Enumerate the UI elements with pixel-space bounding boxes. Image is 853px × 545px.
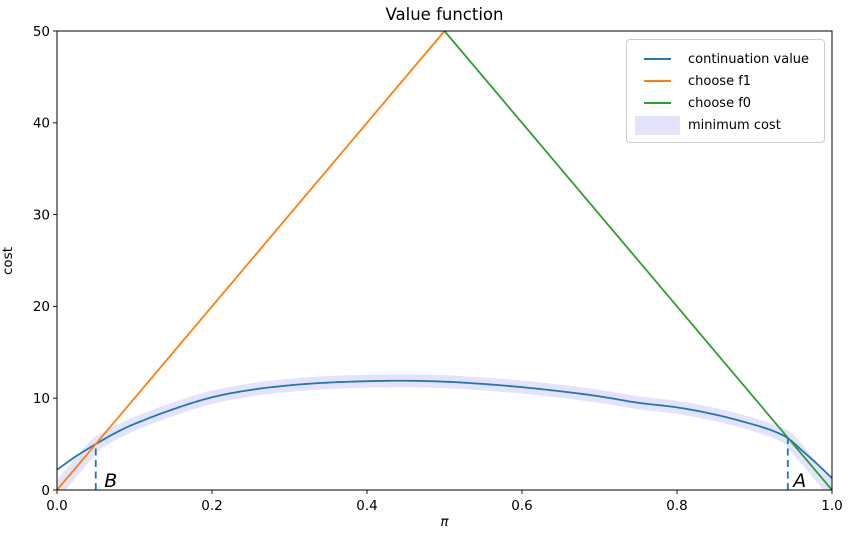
legend-label: minimum cost — [688, 117, 781, 133]
y-tick-label: 40 — [33, 116, 50, 132]
y-tick-label: 30 — [33, 207, 50, 223]
legend-line-swatch — [644, 57, 671, 61]
x-tick-label: 0.8 — [666, 498, 687, 514]
annotation-A: A — [791, 470, 806, 492]
series-continuation-value-line — [57, 379, 832, 479]
legend-line-swatch — [644, 79, 671, 83]
legend-label: choose f1 — [688, 73, 752, 89]
legend-label: choose f0 — [688, 95, 752, 111]
y-axis-label: cost — [0, 247, 16, 276]
legend-line-swatch — [644, 101, 671, 105]
x-tick-label: 1.0 — [821, 498, 842, 514]
x-tick-label: 0.0 — [46, 498, 67, 514]
legend-patch-swatch — [635, 115, 680, 135]
legend-label: continuation value — [688, 51, 810, 67]
chart-title: Value function — [385, 5, 504, 24]
legend-swatch-box — [634, 101, 681, 105]
legend-item-choose-f0: choose f0 — [634, 92, 824, 114]
x-tick-label: 0.6 — [511, 498, 532, 514]
x-tick-label: 0.4 — [356, 498, 377, 514]
y-tick-label: 10 — [33, 391, 50, 407]
series-choose-f0-line — [443, 31, 832, 490]
y-tick-label: 20 — [33, 299, 50, 315]
legend-item-choose-f1: choose f1 — [634, 70, 824, 92]
axes-border — [56, 30, 833, 491]
legend-item-continuation-value: continuation value — [634, 48, 824, 70]
y-tick-label: 50 — [33, 24, 50, 40]
minimum-cost-band — [57, 374, 832, 490]
x-axis-label: π — [440, 514, 449, 530]
legend-swatch-box — [634, 115, 681, 135]
legend: continuation value choose f1 choose f0 mini… — [626, 39, 825, 143]
y-tick-label: 0 — [41, 483, 50, 499]
annotation-B: B — [104, 470, 117, 492]
legend-swatch-box — [634, 79, 681, 83]
legend-item-minimum-cost: minimum cost — [634, 114, 824, 136]
legend-swatch-box — [634, 57, 681, 61]
x-tick-label: 0.2 — [201, 498, 222, 514]
series-choose-f1-line — [57, 31, 446, 490]
